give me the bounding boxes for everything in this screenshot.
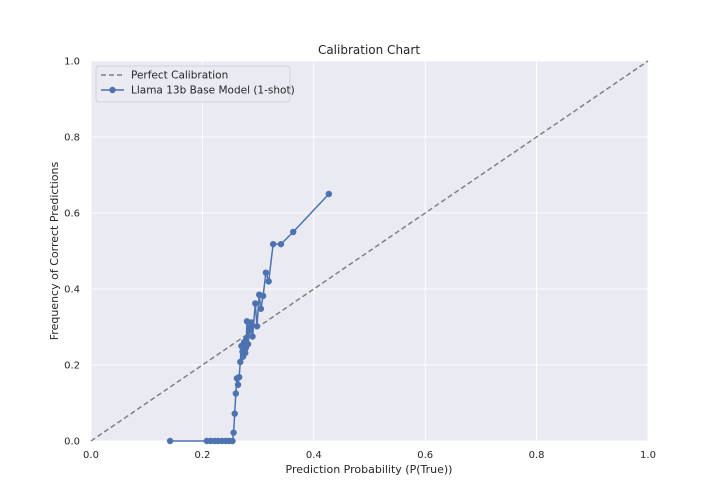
- y-axis-label: Frequency of Correct Predictions: [48, 162, 61, 341]
- y-tick-label: 0.4: [64, 285, 80, 296]
- y-tick-label: 0.0: [64, 437, 80, 448]
- y-tick-label: 1.0: [64, 57, 80, 68]
- y-tick-label: 0.8: [64, 133, 80, 144]
- chart-title: Calibration Chart: [318, 43, 420, 57]
- data-point: [269, 240, 277, 248]
- legend: Perfect Calibration Llama 13b Base Model…: [95, 65, 295, 103]
- data-point: [235, 373, 243, 381]
- legend-marker-llama: [109, 86, 116, 94]
- data-point: [234, 381, 242, 388]
- data-point: [252, 300, 259, 307]
- data-point: [248, 319, 255, 326]
- x-tick-label: 0.8: [529, 450, 545, 461]
- data-point: [237, 358, 244, 366]
- data-point: [259, 292, 267, 300]
- data-point: [166, 437, 174, 445]
- y-tick-label: 0.2: [64, 361, 80, 372]
- x-tick-label: 0.0: [83, 450, 99, 461]
- data-point: [277, 240, 285, 248]
- x-axis-ticks: 0.0 0.2 0.4 0.6 0.8 1.0: [83, 450, 656, 461]
- data-point: [325, 190, 333, 198]
- data-point: [230, 429, 237, 436]
- data-point: [244, 340, 252, 348]
- y-axis-ticks: 0.0 0.2 0.4 0.6 0.8 1.0: [64, 57, 80, 448]
- legend-label-perfect-calibration: Perfect Calibration: [131, 70, 228, 82]
- data-point: [229, 437, 236, 445]
- data-point: [289, 228, 297, 236]
- legend-label-llama: Llama 13b Base Model (1-shot): [131, 85, 295, 97]
- data-point: [231, 410, 238, 417]
- data-point: [257, 305, 265, 312]
- x-tick-label: 0.6: [417, 450, 433, 461]
- x-axis-label: Prediction Probability (P(True)): [286, 463, 453, 476]
- x-tick-label: 0.2: [194, 450, 210, 461]
- data-point: [265, 278, 272, 285]
- legend-box: [95, 65, 291, 103]
- data-point: [262, 269, 270, 276]
- data-point: [242, 349, 249, 357]
- y-tick-label: 0.6: [64, 209, 80, 220]
- data-point: [253, 323, 261, 330]
- series-layer: [90, 60, 649, 445]
- data-point: [232, 390, 240, 397]
- data-point: [249, 333, 256, 340]
- data-point: [243, 335, 250, 342]
- x-tick-label: 0.4: [306, 450, 322, 461]
- x-tick-label: 1.0: [640, 450, 656, 461]
- grid-lines: [90, 60, 649, 442]
- series-line-0: [90, 60, 649, 442]
